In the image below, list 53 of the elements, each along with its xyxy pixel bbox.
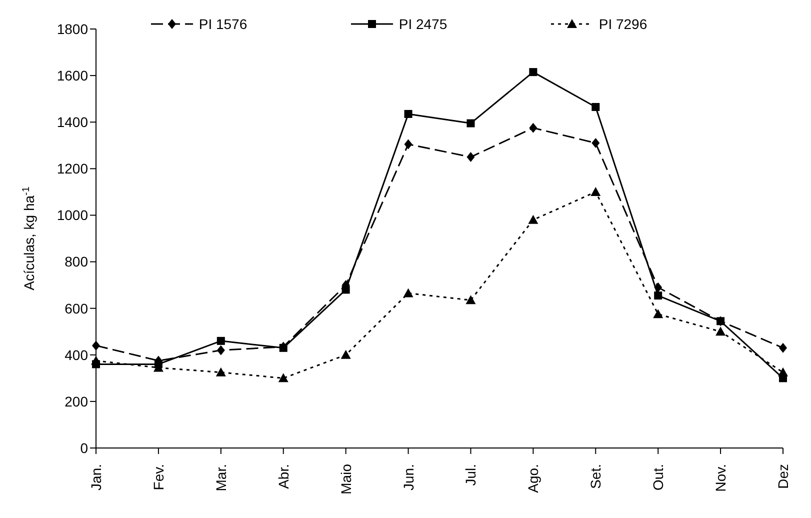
x-tick-label: Abr. bbox=[275, 464, 292, 489]
x-tick-label: Jan. bbox=[88, 464, 104, 490]
x-tick-label: Mar. bbox=[212, 464, 229, 492]
x-tick-label: Set. bbox=[588, 464, 604, 489]
point bbox=[279, 344, 288, 352]
x-tick-label: Jul. bbox=[462, 464, 479, 486]
point bbox=[342, 286, 350, 294]
y-tick-label: 1200 bbox=[56, 160, 88, 177]
point bbox=[278, 373, 288, 382]
y-tick-label: 1600 bbox=[56, 68, 88, 84]
point bbox=[216, 345, 225, 356]
point bbox=[216, 336, 225, 345]
point bbox=[654, 282, 662, 292]
point bbox=[92, 340, 100, 351]
y-tick-label: 400 bbox=[64, 346, 88, 363]
legend-label: PI 7296 bbox=[598, 16, 648, 32]
y-tick-label: 200 bbox=[64, 393, 88, 410]
y-tick-label: 1400 bbox=[56, 114, 88, 130]
point bbox=[404, 139, 412, 150]
point bbox=[653, 309, 664, 318]
legend-label: PI 2475 bbox=[398, 16, 448, 32]
y-tick-label: 1000 bbox=[56, 207, 88, 224]
x-tick-label: Nov. bbox=[712, 464, 729, 492]
point bbox=[592, 102, 600, 111]
point bbox=[778, 367, 788, 376]
point bbox=[654, 292, 662, 300]
legend-label: PI 1576 bbox=[198, 16, 248, 32]
point bbox=[529, 68, 538, 76]
point bbox=[466, 295, 476, 304]
point bbox=[529, 122, 538, 133]
point bbox=[403, 288, 414, 298]
point bbox=[466, 119, 475, 128]
point bbox=[590, 186, 601, 196]
point bbox=[716, 326, 726, 336]
x-tick-label: Maio bbox=[338, 464, 354, 494]
point bbox=[528, 214, 538, 224]
point bbox=[592, 138, 600, 148]
y-tick-label: 1800 bbox=[56, 20, 88, 37]
x-tick-label: Ago. bbox=[525, 464, 542, 493]
y-tick-label: 0 bbox=[80, 440, 88, 456]
x-tick-label: Fev. bbox=[150, 464, 166, 490]
point bbox=[216, 367, 226, 376]
point bbox=[340, 350, 351, 359]
x-tick-label: Jun. bbox=[400, 464, 416, 490]
point bbox=[716, 317, 725, 326]
point bbox=[466, 152, 475, 162]
point bbox=[91, 356, 101, 365]
x-tick-label: Dez bbox=[775, 464, 791, 489]
x-tick-label: Out. bbox=[650, 464, 666, 490]
y-tick-label: 800 bbox=[64, 254, 88, 270]
y-tick-label: 600 bbox=[64, 300, 88, 316]
point bbox=[779, 342, 787, 353]
point bbox=[404, 110, 412, 118]
